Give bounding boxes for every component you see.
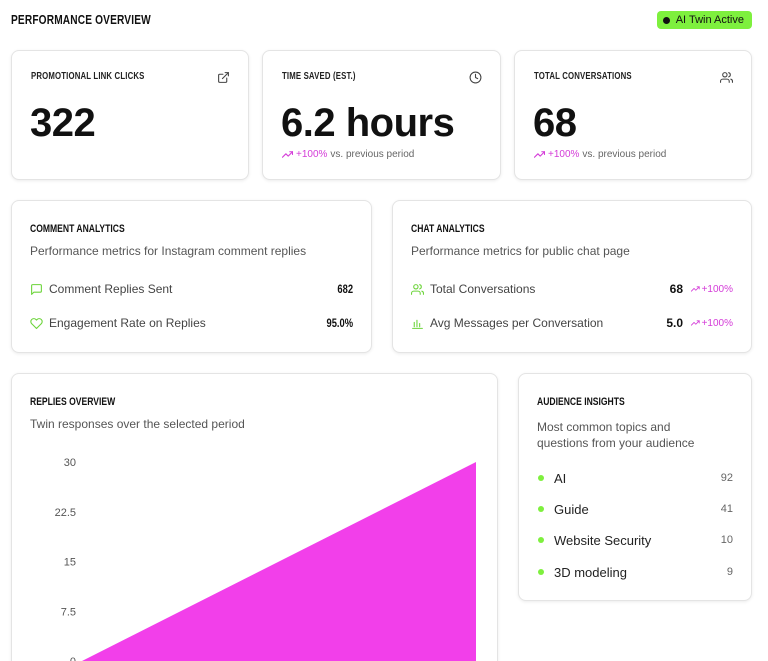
insight-item[interactable]: 3D modeling 9	[538, 563, 733, 581]
metric-change-value: +100%	[701, 283, 733, 295]
message-square-icon	[31, 283, 42, 295]
bullet-dot-icon	[538, 475, 544, 481]
section-subtitle: Performance metrics for Instagram commen…	[30, 244, 307, 258]
bullet-dot-icon	[538, 537, 544, 543]
stat-change-suffix: vs. previous period	[582, 149, 667, 160]
metric-label: Total Conversations	[430, 282, 536, 296]
y-tick-label: 15	[64, 557, 76, 569]
stat-change-value: +100%	[548, 149, 580, 160]
metric-value: 95.0%	[326, 316, 353, 330]
trending-up-icon	[691, 320, 700, 326]
section-title: REPLIES OVERVIEW	[30, 396, 116, 408]
insight-label: Guide	[554, 501, 589, 517]
metric-row-avg-messages: Avg Messages per Conversation 5.0 +100%	[411, 314, 733, 332]
metric-label: Avg Messages per Conversation	[430, 316, 604, 330]
insight-item[interactable]: AI 92	[538, 469, 733, 487]
trending-up-icon	[534, 151, 545, 158]
status-badge: AI Twin Active	[656, 11, 752, 29]
metric-change: +100%	[691, 318, 733, 329]
insight-label: Website Security	[554, 532, 652, 548]
stat-label: TOTAL CONVERSATIONS	[534, 71, 632, 82]
stat-change: +100% vs. previous period	[282, 149, 414, 160]
status-dot-icon	[662, 16, 670, 24]
stat-value: 322	[30, 101, 96, 145]
stat-value: 68	[533, 101, 577, 145]
section-title: COMMENT ANALYTICS	[30, 223, 125, 235]
stat-change: +100% vs. previous period	[534, 149, 666, 160]
bullet-dot-icon	[538, 569, 544, 575]
comment-analytics-card: COMMENT ANALYTICS Performance metrics fo…	[11, 200, 372, 353]
section-title: CHAT ANALYTICS	[411, 223, 485, 235]
y-tick-label: 30	[64, 457, 76, 469]
insight-count: 92	[720, 472, 733, 484]
y-tick-label: 7.5	[61, 606, 76, 618]
insight-label: AI	[554, 470, 567, 486]
section-subtitle: Most common topics and questions from yo…	[537, 419, 694, 451]
metric-value: 68	[669, 282, 683, 296]
page-title: PERFORMANCE OVERVIEW	[11, 12, 151, 27]
metric-change: +100%	[691, 284, 733, 295]
y-tick-label: 22.5	[55, 507, 76, 519]
replies-chart: 0 7.5 15 22.5 30	[55, 457, 476, 661]
trending-up-icon	[691, 286, 700, 292]
metric-change-value: +100%	[701, 317, 733, 329]
replies-overview-card: REPLIES OVERVIEW Twin responses over the…	[11, 373, 498, 661]
metric-label: Engagement Rate on Replies	[49, 316, 206, 330]
replies-area-series	[82, 462, 476, 661]
section-title: AUDIENCE INSIGHTS	[537, 396, 625, 408]
section-subtitle: Twin responses over the selected period	[30, 417, 245, 431]
users-icon	[411, 283, 424, 295]
heart-icon	[30, 317, 43, 329]
metric-value: 5.0	[666, 316, 683, 330]
metric-label: Comment Replies Sent	[49, 282, 173, 296]
stat-card-time-saved: TIME SAVED (EST.) 6.2 hours +100% vs. pr…	[262, 50, 501, 180]
metric-row-comment-replies: Comment Replies Sent 682	[30, 280, 353, 298]
stat-label: TIME SAVED (EST.)	[282, 71, 356, 82]
stat-card-link-clicks: PROMOTIONAL LINK CLICKS 322	[11, 50, 249, 180]
stat-card-total-conversations: TOTAL CONVERSATIONS 68 +100% vs. previou…	[514, 50, 752, 180]
audience-insights-card: AUDIENCE INSIGHTS Most common topics and…	[518, 373, 752, 601]
stat-change-value: +100%	[296, 149, 328, 160]
bullet-dot-icon	[538, 506, 544, 512]
insight-item[interactable]: Guide 41	[538, 500, 733, 518]
insight-label: 3D modeling	[554, 564, 627, 580]
insight-count: 41	[720, 503, 733, 515]
stat-change-suffix: vs. previous period	[330, 149, 415, 160]
status-badge-label: AI Twin Active	[675, 14, 744, 26]
stat-label: PROMOTIONAL LINK CLICKS	[31, 71, 145, 82]
metric-value: 682	[337, 282, 353, 296]
section-subtitle-line: questions from your audience	[537, 436, 695, 450]
clock-icon	[469, 71, 482, 84]
chat-analytics-card: CHAT ANALYTICS Performance metrics for p…	[392, 200, 752, 353]
insight-count: 10	[720, 534, 733, 546]
metric-row-total-conversations: Total Conversations 68 +100%	[411, 280, 733, 298]
metric-row-engagement-rate: Engagement Rate on Replies 95.0%	[30, 314, 353, 332]
insight-count: 9	[726, 566, 733, 578]
trending-up-icon	[282, 151, 293, 158]
users-icon	[720, 72, 733, 83]
y-tick-label: 0	[70, 656, 76, 661]
insight-item[interactable]: Website Security 10	[538, 531, 733, 549]
external-link-icon[interactable]	[217, 71, 230, 84]
stat-value: 6.2 hours	[281, 101, 455, 145]
bar-chart-icon	[412, 319, 423, 329]
section-subtitle: Performance metrics for public chat page	[411, 244, 630, 258]
section-subtitle-line: Most common topics and	[537, 420, 671, 434]
